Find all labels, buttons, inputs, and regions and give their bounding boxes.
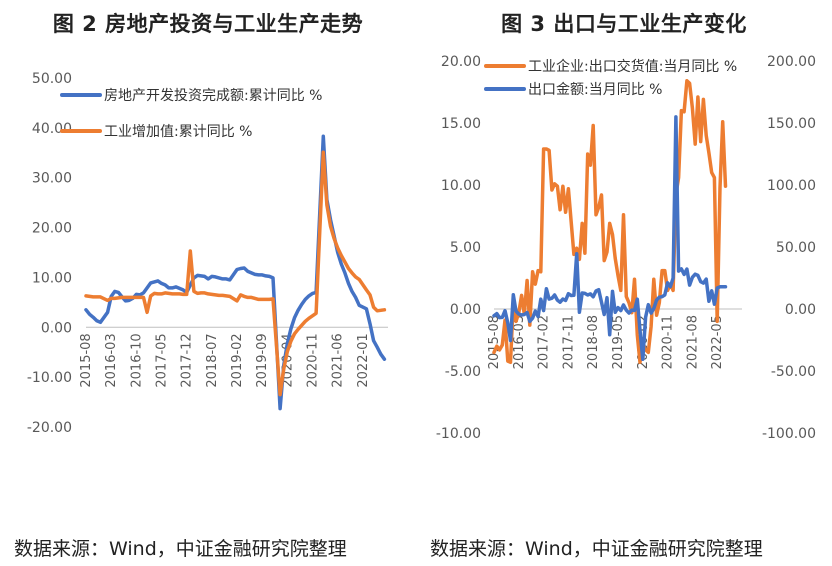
y-tick-label: 20.00 <box>32 221 72 237</box>
figure-3-source: 数据来源：Wind，中证金融研究院整理 <box>430 538 763 560</box>
x-tick-label: 2021-06 <box>331 333 346 387</box>
legend-label-1: 工业企业:出口交货值:当月同比 % <box>528 58 737 75</box>
x-tick-label: 2017-05 <box>155 333 170 387</box>
x-tick-label: 2016-03 <box>104 333 119 387</box>
x-tick-label: 2019-02 <box>230 333 245 387</box>
legend-label-2: 工业增加值:累计同比 % <box>104 124 252 140</box>
x-tick-label: 2018-07 <box>205 333 220 387</box>
figure-3-chart: 20.00 15.00 10.00 5.00 0.00 -5.00 -10.00 200.00… <box>436 54 816 442</box>
x-tick-label: 2021-08 <box>685 315 700 369</box>
figure-2-chart: 50.00 40.00 30.00 20.00 10.00 0.00 -10.00 -20.0… <box>27 71 388 436</box>
x-tick-label: 2017-02 <box>537 315 552 369</box>
legend-label-2: 出口金额:当月同比 % <box>528 82 662 98</box>
x-tick-label: 2020-11 <box>661 315 676 369</box>
y2-tick-label: 200.00 <box>767 54 816 70</box>
x-tick-label: 2017-12 <box>180 333 195 387</box>
figure-2-source: 数据来源：Wind，中证金融研究院整理 <box>14 538 347 560</box>
figure-3-title: 图 3 出口与工业生产变化 <box>416 8 832 38</box>
figure-2-panel: 图 2 房地产投资与工业生产走势 50.00 40.00 30.00 20.00 10.… <box>0 8 416 560</box>
y-tick-label: -20.00 <box>27 420 72 436</box>
figure-2-title: 图 2 房地产投资与工业生产走势 <box>0 8 416 38</box>
series-line-2 <box>84 150 387 397</box>
y2-tick-label: -100.00 <box>762 426 816 442</box>
y-tick-label: 20.00 <box>441 54 481 70</box>
y-tick-label: 40.00 <box>32 121 72 137</box>
y-tick-label: -10.00 <box>27 370 72 386</box>
y-tick-label: 30.00 <box>32 171 72 187</box>
y-tick-label: -5.00 <box>445 364 481 380</box>
x-tick-label: 2017-11 <box>561 315 576 369</box>
y2-tick-label: 150.00 <box>767 116 816 132</box>
y-tick-label: 0.00 <box>450 302 481 318</box>
y-tick-label: 15.00 <box>441 116 481 132</box>
x-tick-label: 2019-05 <box>611 315 626 369</box>
legend-label-1: 房地产开发投资完成额:累计同比 % <box>104 88 322 104</box>
figure-2-number: 图 2 <box>52 12 98 36</box>
y-tick-label: -10.00 <box>436 426 481 442</box>
series-line-1 <box>492 79 728 365</box>
figure-3-title-text: 出口与工业生产变化 <box>553 12 747 36</box>
y2-tick-label: -50.00 <box>771 364 816 380</box>
y-tick-label: 10.00 <box>441 178 481 194</box>
y2-tick-label: 100.00 <box>767 178 816 194</box>
y2-tick-label: 0.00 <box>785 302 816 318</box>
x-tick-label: 2016-05 <box>512 315 527 369</box>
x-tick-label: 2022-01 <box>356 333 371 387</box>
x-tick-label: 2016-10 <box>129 333 144 387</box>
x-tick-label: 2022-05 <box>710 315 725 369</box>
y-tick-label: 5.00 <box>450 240 481 256</box>
y-tick-label: 50.00 <box>32 71 72 87</box>
x-tick-label: 2020-11 <box>306 333 321 387</box>
x-tick-label: 2018-08 <box>586 315 601 369</box>
x-tick-label: 2015-08 <box>79 333 94 387</box>
figure-2-title-text: 房地产投资与工业生产走势 <box>105 12 364 36</box>
figure-3-number: 图 3 <box>501 12 546 36</box>
series-line-2 <box>492 115 728 362</box>
y-tick-label: 0.00 <box>41 320 72 336</box>
x-tick-label: 2019-09 <box>255 333 270 387</box>
x-tick-label: 2015-08 <box>487 315 502 369</box>
y-tick-label: 10.00 <box>32 270 72 286</box>
figure-3-panel: 图 3 出口与工业生产变化 20.00 15.00 10.00 5.00 0.00 -5.… <box>416 0 832 566</box>
y2-tick-label: 50.00 <box>776 240 816 256</box>
